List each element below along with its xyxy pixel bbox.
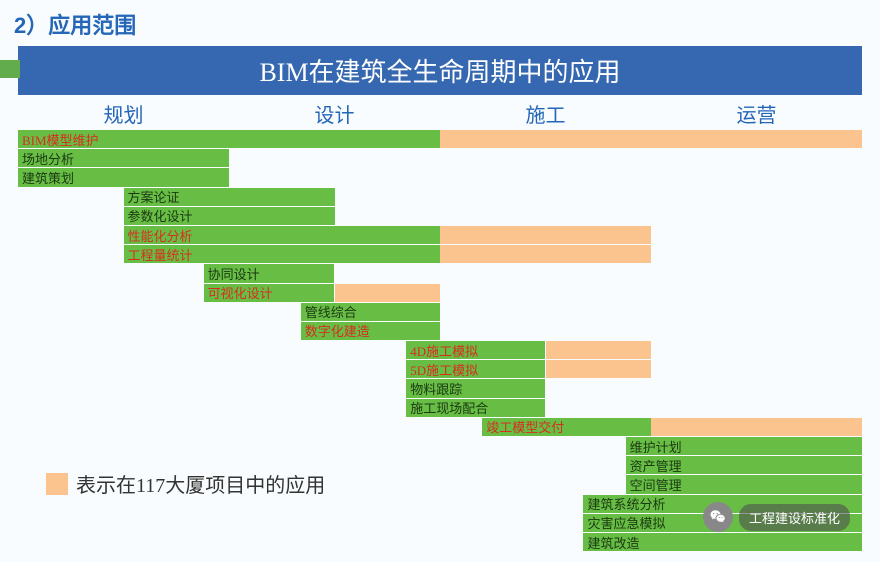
gantt-bar — [440, 226, 651, 244]
gantt-bar: 5D施工模拟 — [406, 360, 545, 378]
gantt-bar: 可视化设计 — [204, 284, 335, 302]
legend-text: 表示在117大厦项目中的应用 — [76, 469, 325, 498]
bar-label: 协同设计 — [204, 264, 260, 283]
bar-label: 维护计划 — [626, 437, 682, 456]
gantt-bar: BIM模型维护 — [18, 130, 440, 148]
bar-label: 工程量统计 — [124, 245, 193, 264]
gantt-row: 维护计划 — [18, 437, 862, 455]
bar-label: 性能化分析 — [124, 226, 193, 245]
gantt-row: 5D施工模拟 — [18, 360, 862, 378]
watermark-badge: 工程建设标准化 — [703, 502, 850, 532]
gantt-bar: 性能化分析 — [124, 226, 441, 244]
gantt-bar: 4D施工模拟 — [406, 341, 545, 359]
phase-headers: 规划 设计 施工 运营 — [18, 99, 862, 128]
legend-swatch — [46, 473, 68, 495]
gantt-bar: 资产管理 — [626, 456, 862, 474]
gantt-row: 数字化建造 — [18, 322, 862, 340]
gantt-row: 4D施工模拟 — [18, 341, 862, 359]
bar-label: 空间管理 — [626, 475, 682, 494]
gantt-bar — [440, 130, 862, 148]
section-title: 2）应用范围 — [0, 0, 880, 46]
accent-tab — [0, 60, 20, 78]
gantt-bar: 协同设计 — [204, 264, 335, 282]
phase-construction: 施工 — [440, 99, 651, 128]
gantt-bar — [546, 360, 652, 378]
bar-label: 物料跟踪 — [406, 379, 462, 398]
gantt-row: BIM模型维护 — [18, 130, 862, 148]
gantt-chart: BIM模型维护场地分析建筑策划方案论证参数化设计性能化分析工程量统计协同设计可视… — [18, 130, 862, 510]
gantt-row: 参数化设计 — [18, 207, 862, 225]
gantt-row: 可视化设计 — [18, 284, 862, 302]
gantt-row: 管线综合 — [18, 303, 862, 321]
bar-label: 4D施工模拟 — [406, 341, 478, 360]
gantt-bar: 参数化设计 — [124, 207, 335, 225]
gantt-bar: 数字化建造 — [301, 322, 440, 340]
bar-label: 数字化建造 — [301, 321, 370, 340]
gantt-row: 协同设计 — [18, 264, 862, 282]
gantt-bar: 工程量统计 — [124, 245, 441, 263]
bar-label: 资产管理 — [626, 456, 682, 475]
gantt-bar — [440, 245, 651, 263]
gantt-bar — [335, 284, 441, 302]
phase-design: 设计 — [229, 99, 440, 128]
bar-label: 可视化设计 — [204, 283, 273, 302]
gantt-bar: 竣工模型交付 — [482, 418, 651, 436]
bar-label: 方案论证 — [124, 187, 180, 206]
bar-label: 参数化设计 — [124, 206, 193, 225]
bar-label: BIM模型维护 — [18, 130, 99, 149]
bar-label: 场地分析 — [18, 149, 74, 168]
gantt-bar: 施工现场配合 — [406, 399, 545, 417]
gantt-bar: 建筑改造 — [583, 533, 862, 551]
phase-planning: 规划 — [18, 99, 229, 128]
gantt-row: 工程量统计 — [18, 245, 862, 263]
bar-label: 5D施工模拟 — [406, 360, 478, 379]
bar-label: 灾害应急模拟 — [583, 513, 665, 532]
bar-label: 建筑改造 — [583, 533, 639, 552]
gantt-bar: 物料跟踪 — [406, 379, 545, 397]
gantt-bar: 维护计划 — [626, 437, 862, 455]
gantt-bar: 空间管理 — [626, 475, 862, 493]
gantt-row: 施工现场配合 — [18, 399, 862, 417]
wechat-icon — [703, 502, 733, 532]
gantt-row: 竣工模型交付 — [18, 418, 862, 436]
gantt-bar: 建筑策划 — [18, 168, 229, 186]
title-banner: BIM在建筑全生命周期中的应用 — [18, 46, 862, 95]
gantt-row: 物料跟踪 — [18, 379, 862, 397]
phase-operations: 运营 — [651, 99, 862, 128]
gantt-bar: 方案论证 — [124, 188, 335, 206]
watermark-text: 工程建设标准化 — [739, 504, 850, 531]
legend: 表示在117大厦项目中的应用 — [46, 469, 325, 498]
bar-label: 建筑系统分析 — [583, 494, 665, 513]
bar-label: 建筑策划 — [18, 168, 74, 187]
gantt-row: 建筑策划 — [18, 168, 862, 186]
bar-label: 管线综合 — [301, 302, 357, 321]
gantt-row: 性能化分析 — [18, 226, 862, 244]
gantt-row: 场地分析 — [18, 149, 862, 167]
gantt-bar: 管线综合 — [301, 303, 440, 321]
bar-label: 竣工模型交付 — [482, 417, 564, 436]
gantt-row: 建筑改造 — [18, 533, 862, 551]
bar-label: 施工现场配合 — [406, 398, 488, 417]
gantt-row: 方案论证 — [18, 188, 862, 206]
gantt-bar: 场地分析 — [18, 149, 229, 167]
gantt-bar — [546, 341, 652, 359]
gantt-bar — [651, 418, 862, 436]
